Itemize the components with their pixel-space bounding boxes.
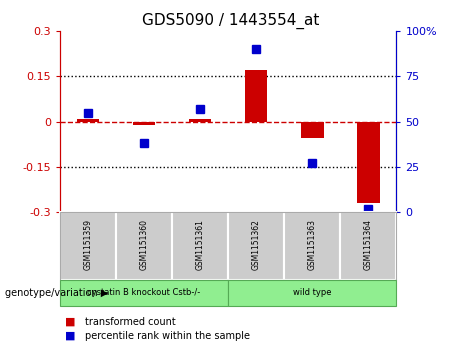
FancyBboxPatch shape [340, 212, 396, 280]
FancyBboxPatch shape [172, 212, 228, 280]
Text: cystatin B knockout Cstb-/-: cystatin B knockout Cstb-/- [88, 288, 201, 297]
Bar [357, 122, 379, 203]
Text: GDS5090 / 1443554_at: GDS5090 / 1443554_at [142, 13, 319, 29]
Text: GSM1151363: GSM1151363 [308, 219, 317, 270]
FancyBboxPatch shape [60, 212, 116, 280]
Bar [301, 122, 324, 138]
Text: GSM1151361: GSM1151361 [195, 219, 205, 270]
Text: GSM1151360: GSM1151360 [140, 219, 148, 270]
Bar [189, 119, 211, 122]
Bar [245, 70, 267, 122]
FancyBboxPatch shape [228, 280, 396, 306]
Text: GSM1151362: GSM1151362 [252, 219, 261, 270]
Text: GSM1151359: GSM1151359 [83, 219, 93, 270]
Text: percentile rank within the sample: percentile rank within the sample [85, 331, 250, 341]
Text: ■: ■ [65, 331, 75, 341]
Text: genotype/variation ▶: genotype/variation ▶ [5, 287, 108, 298]
FancyBboxPatch shape [228, 212, 284, 280]
Bar [77, 119, 99, 122]
FancyBboxPatch shape [60, 280, 228, 306]
FancyBboxPatch shape [116, 212, 172, 280]
Text: GSM1151364: GSM1151364 [364, 219, 373, 270]
FancyBboxPatch shape [284, 212, 340, 280]
Text: transformed count: transformed count [85, 317, 176, 327]
Text: ■: ■ [65, 317, 75, 327]
Text: wild type: wild type [293, 288, 331, 297]
Bar [133, 122, 155, 125]
